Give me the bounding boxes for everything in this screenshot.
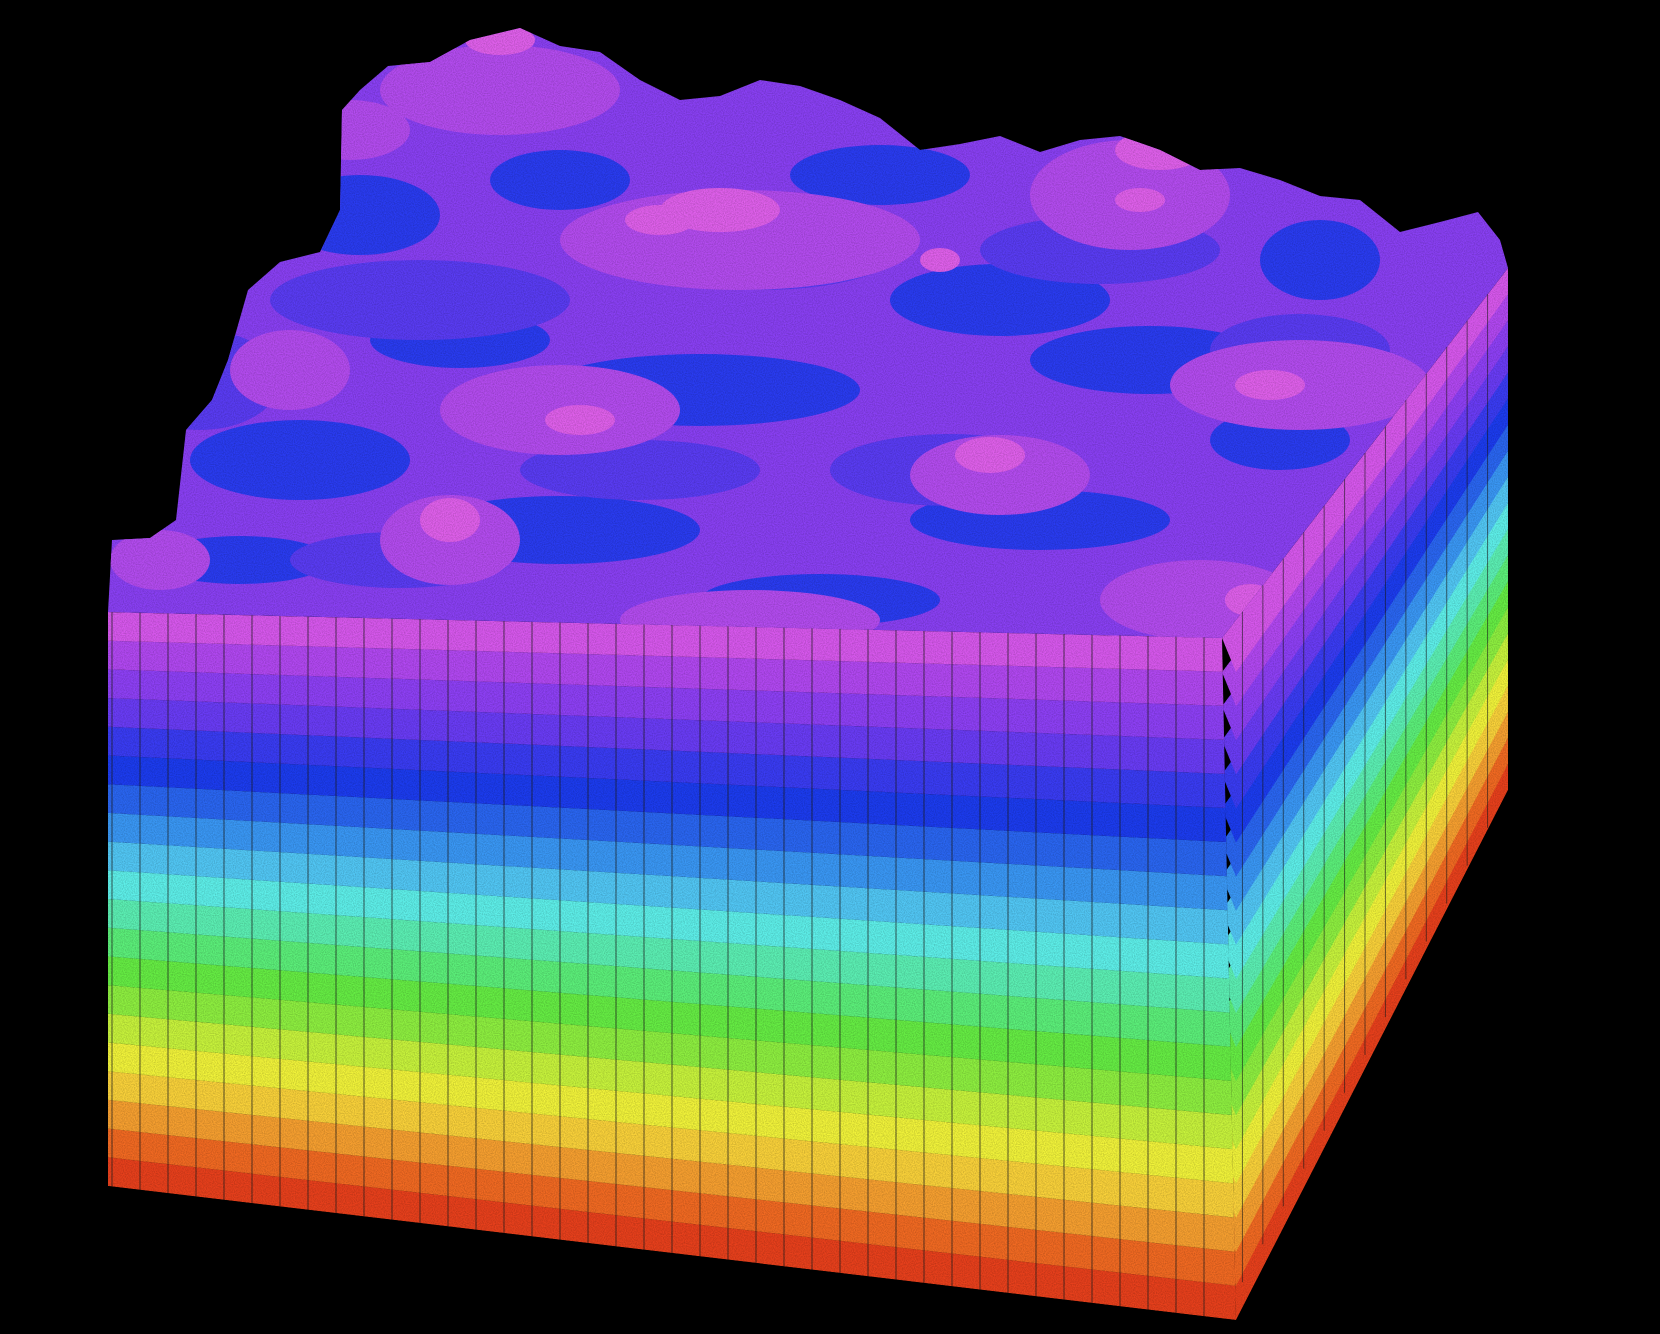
voxel-speckle-texture [100,20,1520,1330]
